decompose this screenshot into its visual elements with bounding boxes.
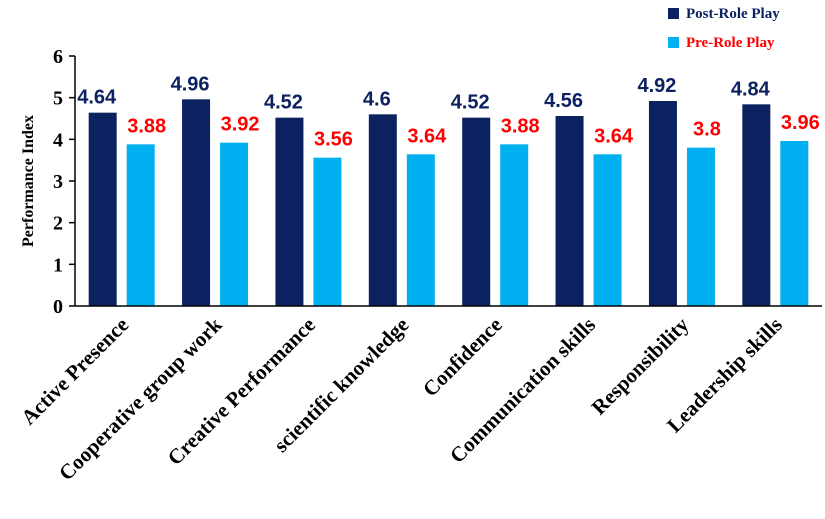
y-axis-title: Performance Index — [20, 115, 37, 247]
x-category-label: Cooperative group work — [54, 312, 227, 485]
legend-swatch-post-role-play — [668, 8, 679, 19]
x-category-label: Confidence — [418, 313, 507, 402]
data-label-post-role-play: 4.52 — [451, 92, 490, 114]
data-label-pre-role-play: 3.88 — [127, 115, 166, 137]
legend: Post-Role Play Pre-Role Play — [668, 6, 780, 51]
y-tick-label: 0 — [53, 296, 63, 318]
data-label-post-role-play: 4.52 — [264, 92, 303, 114]
data-label-pre-role-play: 3.96 — [781, 112, 820, 134]
bar-pre-role-play — [686, 147, 715, 306]
bar-post-role-play — [368, 114, 397, 306]
bar-post-role-play — [88, 112, 117, 307]
data-label-pre-role-play: 3.92 — [221, 114, 260, 136]
y-tick-label: 6 — [53, 46, 63, 68]
data-label-post-role-play: 4.64 — [77, 87, 117, 109]
y-tick-label: 2 — [53, 213, 63, 235]
bar-post-role-play — [275, 117, 304, 307]
y-tick-label: 4 — [53, 129, 63, 151]
legend-label-post-role-play: Post-Role Play — [686, 6, 780, 22]
bar-post-role-play — [462, 117, 491, 307]
data-label-pre-role-play: 3.64 — [407, 125, 447, 147]
bar-pre-role-play — [313, 157, 342, 306]
data-labels: 4.643.884.963.924.523.564.63.644.523.884… — [77, 73, 820, 150]
data-label-post-role-play: 4.56 — [544, 90, 583, 112]
bar-pre-role-play — [780, 141, 809, 306]
bar-post-role-play — [555, 116, 584, 306]
bar-post-role-play — [182, 99, 211, 306]
data-label-post-role-play: 4.92 — [637, 75, 676, 97]
bar-pre-role-play — [593, 154, 622, 306]
y-tick-label: 5 — [53, 88, 63, 110]
y-tick-label: 1 — [53, 254, 63, 276]
data-label-post-role-play: 4.6 — [363, 88, 391, 110]
legend-label-pre-role-play: Pre-Role Play — [686, 35, 775, 51]
bar-post-role-play — [742, 104, 771, 306]
bar-pre-role-play — [406, 154, 435, 306]
data-label-post-role-play: 4.84 — [731, 78, 771, 100]
data-label-pre-role-play: 3.64 — [594, 125, 634, 147]
legend-swatch-pre-role-play — [668, 37, 679, 48]
data-label-pre-role-play: 3.88 — [501, 115, 540, 137]
y-tick-label: 3 — [53, 171, 63, 193]
data-label-pre-role-play: 3.56 — [314, 129, 353, 151]
data-label-post-role-play: 4.96 — [171, 73, 210, 95]
y-axis-title-group: Performance Index — [20, 115, 37, 247]
bar-post-role-play — [648, 101, 677, 306]
bar-pre-role-play — [500, 144, 529, 306]
bar-pre-role-play — [126, 144, 155, 306]
y-axis-ticks: 0 1 2 3 4 5 6 — [53, 46, 75, 318]
axes — [74, 56, 822, 307]
data-label-pre-role-play: 3.8 — [693, 119, 721, 141]
bar-pre-role-play — [220, 142, 249, 306]
bars — [88, 99, 809, 307]
